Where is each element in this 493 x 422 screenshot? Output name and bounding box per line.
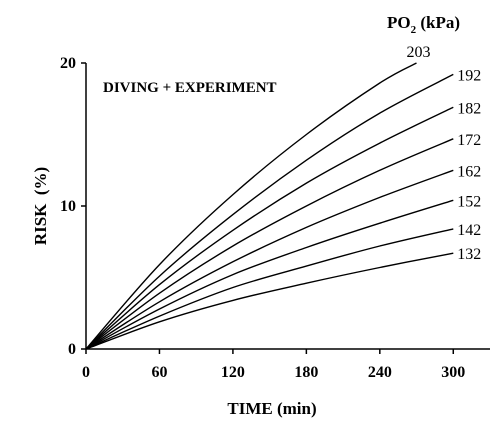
legend-title-subscript: 2 [411, 24, 417, 36]
series-line-132 [85, 252, 454, 350]
x-tick-label-180: 180 [294, 364, 318, 381]
x-axis-label: TIME (min) [227, 399, 316, 418]
y-tick-label-20: 20 [60, 55, 76, 72]
x-tick-label-120: 120 [221, 364, 245, 381]
series-label-142: 142 [457, 222, 481, 239]
x-tick-label-60: 60 [151, 364, 167, 381]
tick-group: 0 60 120 180 240 300 0 10 20 [60, 55, 465, 381]
legend-title: PO2 (kPa) [387, 13, 460, 36]
axes [85, 63, 490, 350]
chart-annotation: DIVING + EXPERIMENT [103, 80, 277, 96]
x-tick-label-0: 0 [82, 364, 90, 381]
series-label-162: 162 [457, 163, 481, 180]
x-tick-label-300: 300 [441, 364, 465, 381]
series-label-172: 172 [457, 132, 481, 149]
series-label-152: 152 [457, 193, 481, 210]
series-line-182 [85, 106, 454, 350]
series-line-172 [85, 138, 454, 350]
series-label-203: 203 [407, 44, 431, 61]
series-line-152 [85, 199, 454, 350]
legend-title-main: PO [387, 13, 411, 32]
series-label-182: 182 [457, 100, 481, 117]
legend-title-unit: (kPa) [416, 13, 460, 32]
series-line-192 [85, 73, 454, 350]
y-axis-label: RISK (%) [31, 167, 50, 245]
series-labels: 132 142 152 162 172 182 192 203 [407, 44, 482, 263]
series-line-162 [85, 169, 454, 350]
y-tick-label-0: 0 [68, 341, 76, 358]
x-tick-label-240: 240 [368, 364, 392, 381]
y-tick-label-10: 10 [60, 198, 76, 215]
series-line-203 [85, 62, 417, 350]
series-label-132: 132 [457, 246, 481, 263]
series-line-142 [85, 228, 454, 350]
series-label-192: 192 [457, 67, 481, 84]
series-lines [85, 62, 454, 350]
